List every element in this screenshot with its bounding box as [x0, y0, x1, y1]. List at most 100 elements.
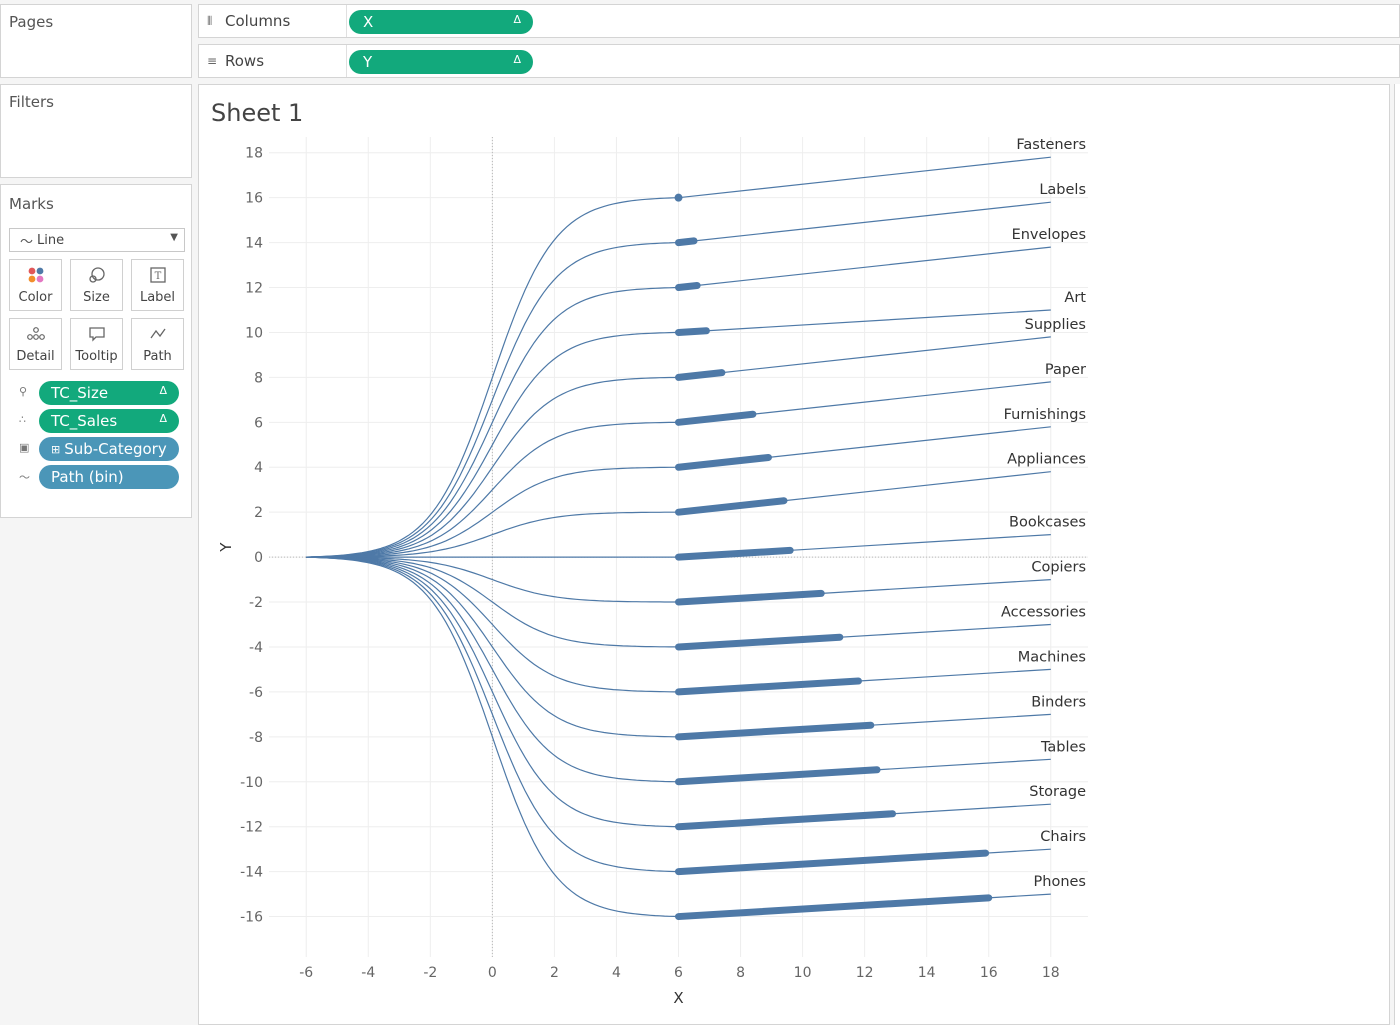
series-bar — [675, 327, 710, 336]
x-tick-label: 12 — [856, 965, 874, 981]
columns-shelf[interactable]: ⦀ Columns X Δ — [198, 4, 1400, 38]
y-tick-label: 4 — [254, 460, 263, 476]
color-label: Color — [18, 290, 53, 305]
path-bin-label: Path (bin) — [51, 468, 124, 486]
path-button[interactable]: Path — [131, 318, 184, 370]
tooltip-label: Tooltip — [75, 349, 118, 364]
x-tick-label: -4 — [361, 965, 375, 981]
series-label: Paper — [1045, 362, 1086, 378]
y-tick-label: 6 — [254, 415, 263, 431]
rows-icon: ≡ — [207, 54, 218, 68]
delta-icon: Δ — [513, 53, 521, 66]
mark-type-label: Line — [37, 232, 65, 248]
series-line — [306, 556, 1051, 738]
mark-type-dropdown[interactable]: 〜 Line ▼ — [9, 228, 185, 252]
x-tick-label: 2 — [550, 965, 559, 981]
y-tick-label: -14 — [240, 865, 263, 881]
series-label: Art — [1064, 290, 1086, 306]
series-bar — [675, 589, 825, 606]
filters-panel[interactable]: Filters — [0, 84, 192, 178]
field-row-label: ▣ ⊞ Sub-Category — [17, 437, 181, 461]
series-line — [306, 309, 1051, 558]
label-button[interactable]: T Label — [131, 259, 184, 311]
y-pill-label: Y — [363, 53, 373, 71]
color-button[interactable]: Color — [9, 259, 62, 311]
series-label: Chairs — [1040, 829, 1086, 845]
y-tick-label: -10 — [240, 775, 263, 791]
x-tick-label: -6 — [299, 965, 313, 981]
series-bar — [675, 721, 875, 741]
series-label: Storage — [1029, 784, 1086, 800]
series-bar — [675, 410, 757, 426]
series-line — [306, 534, 1051, 558]
series-bar — [675, 849, 990, 876]
y-tick-label: -6 — [249, 685, 263, 701]
series-line — [306, 556, 1051, 648]
right-panel-edge — [1394, 84, 1400, 1025]
y-tick-label: 14 — [245, 236, 263, 252]
series-line — [306, 556, 1051, 873]
y-tick-label: 2 — [254, 505, 263, 521]
x-pill[interactable]: X Δ — [349, 10, 533, 34]
detail-button[interactable]: Detail — [9, 318, 62, 370]
sub-category-pill[interactable]: ⊞ Sub-Category — [39, 437, 179, 461]
detail-label: Detail — [16, 349, 55, 364]
series-bar — [675, 281, 701, 292]
y-tick-label: -16 — [240, 910, 263, 926]
y-pill[interactable]: Y Δ — [349, 50, 533, 74]
series-line — [306, 556, 1051, 783]
x-tick-label: 8 — [736, 965, 745, 981]
y-tick-label: -2 — [249, 595, 263, 611]
series-line — [306, 336, 1051, 558]
y-tick-label: 16 — [245, 191, 263, 207]
tooltip-icon — [71, 325, 122, 345]
series-bar — [675, 633, 844, 651]
series-label: Machines — [1018, 649, 1086, 665]
color-icon — [10, 266, 61, 286]
y-tick-label: -8 — [249, 730, 263, 746]
x-tick-label: -2 — [423, 965, 437, 981]
size-icon — [71, 266, 122, 286]
series-bar — [675, 237, 698, 247]
marks-title: Marks — [9, 195, 54, 213]
x-tick-label: 0 — [488, 965, 497, 981]
tc-size-pill[interactable]: TC_Size Δ — [39, 381, 179, 405]
x-tick-label: 18 — [1042, 965, 1060, 981]
series-label: Binders — [1031, 694, 1086, 710]
detail-icon: ∴ — [19, 413, 26, 426]
x-tick-label: 16 — [980, 965, 998, 981]
series-label: Bookcases — [1009, 515, 1086, 531]
y-tick-label: 18 — [245, 146, 263, 162]
label-icon: ▣ — [19, 441, 30, 454]
expand-icon: ⊞ — [51, 442, 61, 456]
series-line — [306, 556, 1051, 918]
rows-shelf[interactable]: ≡ Rows Y Δ — [198, 44, 1400, 78]
chart[interactable]: -6 -4 -2 0 2 4 6 8 10 12 14 16 18 18 16 14 12 10 8 6 4 2 0 -2 -4… — [199, 85, 1389, 1024]
sheet-title: Sheet 1 — [211, 99, 304, 127]
path-bin-pill[interactable]: Path (bin) — [39, 465, 179, 489]
series-label: Supplies — [1025, 317, 1086, 333]
x-tick-label: 6 — [674, 965, 683, 981]
series-label: Furnishings — [1004, 407, 1086, 423]
rows-shelf-label: ≡ Rows — [199, 45, 347, 77]
tc-sales-label: TC_Sales — [51, 412, 118, 430]
series-line — [306, 381, 1051, 558]
series-bar — [674, 193, 683, 202]
series-line — [306, 556, 1051, 693]
sheet-view[interactable]: Sheet 1 -6 -4 -2 0 2 4 6 8 10 12 14 16 18 18 16 14 12 10 8… — [198, 84, 1390, 1025]
series-line — [306, 556, 1051, 603]
series-line — [306, 246, 1051, 558]
series-line — [306, 426, 1051, 558]
y-axis-title: Y — [217, 542, 235, 553]
series-bar — [675, 369, 726, 381]
pages-panel[interactable]: Pages — [0, 4, 192, 78]
tc-sales-pill[interactable]: TC_Sales Δ — [39, 409, 179, 433]
series-bar — [675, 894, 993, 921]
sub-category-label: Sub-Category — [64, 440, 167, 458]
y-tick-label: 0 — [254, 550, 263, 566]
columns-label: Columns — [225, 12, 291, 30]
x-pill-label: X — [363, 13, 374, 31]
y-tick-label: -12 — [240, 820, 263, 836]
size-button[interactable]: Size — [70, 259, 123, 311]
tooltip-button[interactable]: Tooltip — [70, 318, 123, 370]
